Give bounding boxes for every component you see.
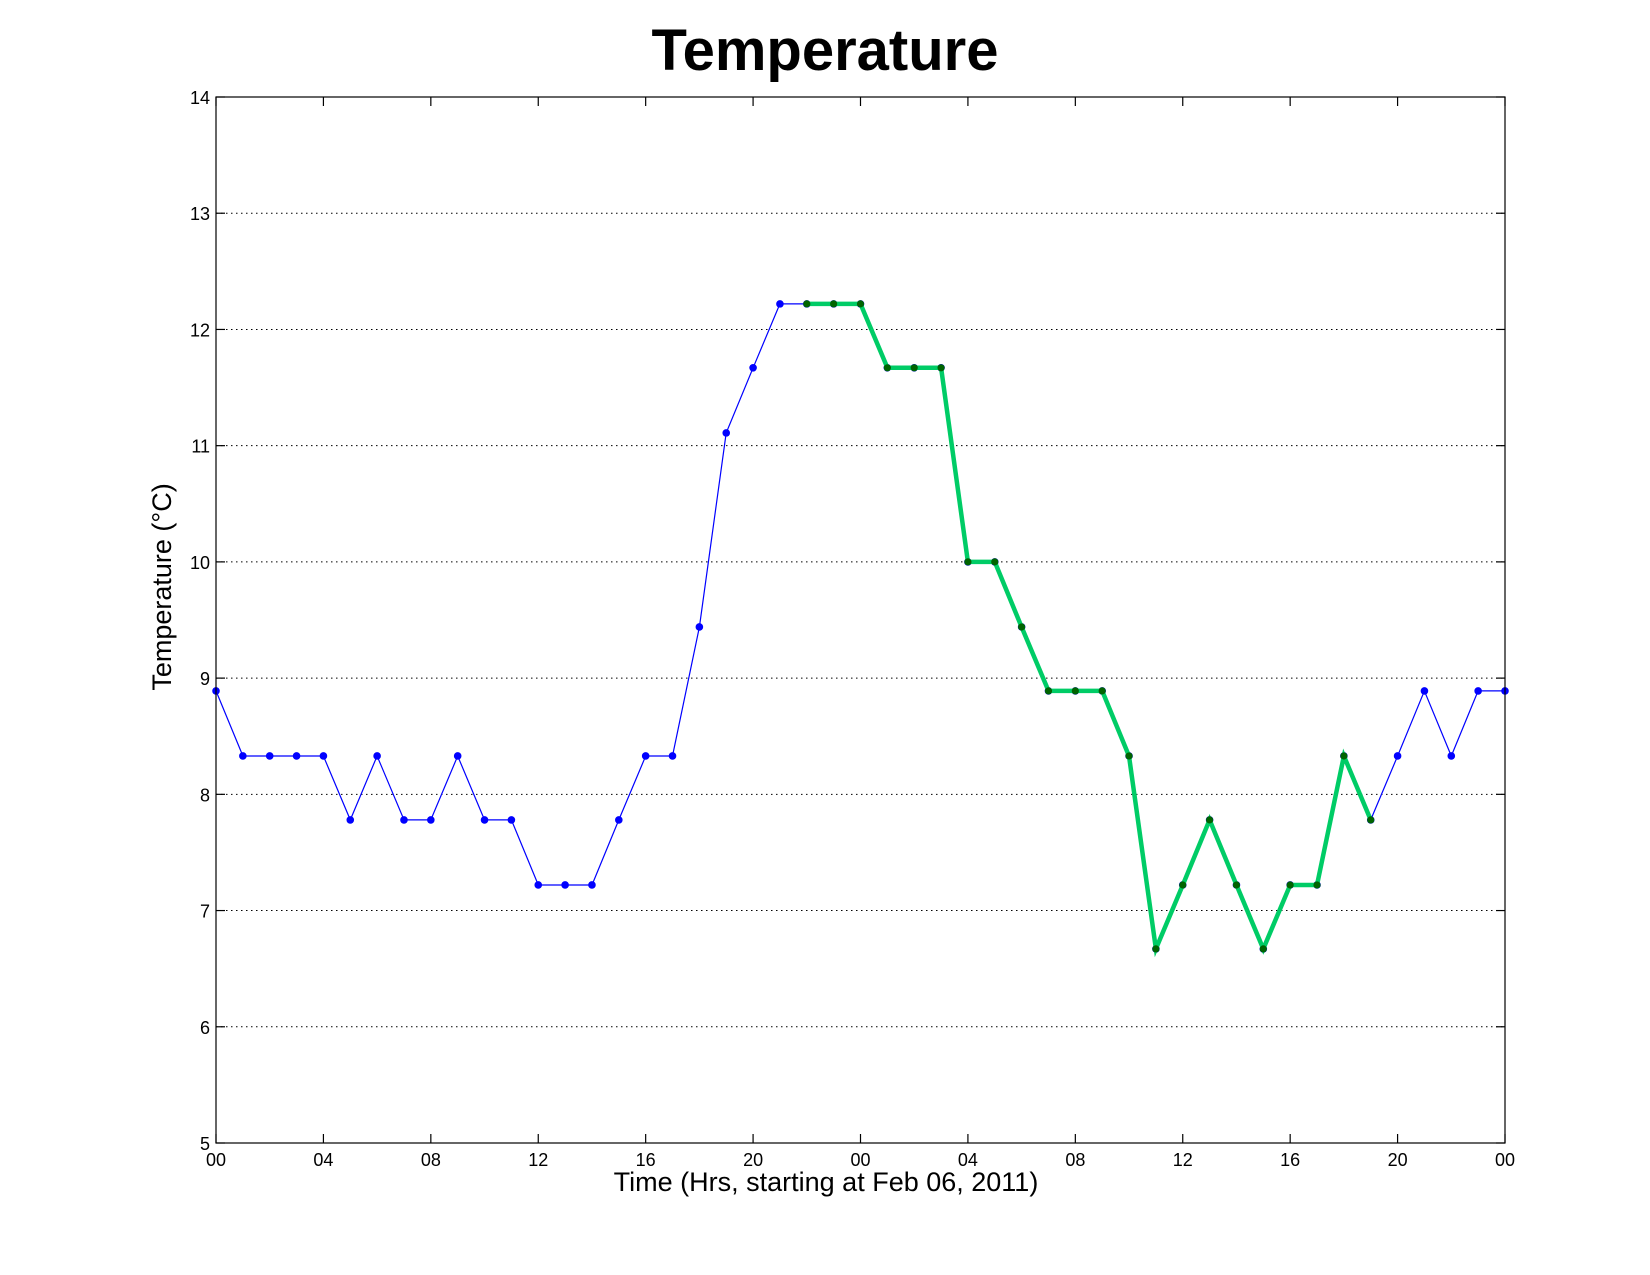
data-point (373, 752, 381, 760)
highlight-data-point (1232, 881, 1241, 889)
highlight-data-point (910, 364, 918, 372)
highlight-data-point (883, 364, 891, 372)
x-tick-label: 12 (1173, 1150, 1193, 1170)
x-tick-label: 20 (1388, 1150, 1408, 1170)
x-tick-label: 00 (850, 1150, 870, 1170)
x-tick-label: 00 (1495, 1150, 1515, 1170)
highlight-data-point (1152, 945, 1160, 953)
highlight-data-point (1018, 623, 1026, 631)
highlight-data-point (1313, 881, 1321, 889)
data-point (776, 300, 784, 308)
highlight-series-line (806, 301, 1373, 958)
data-point (346, 816, 355, 824)
data-point (1420, 687, 1429, 695)
highlight-data-point (803, 300, 811, 308)
data-point (400, 816, 408, 824)
y-tick-label: 6 (200, 1018, 210, 1038)
highlight-data-point (1125, 752, 1133, 760)
y-tick-label: 11 (191, 437, 210, 457)
highlight-data-point (1044, 687, 1053, 695)
data-point (1447, 752, 1456, 760)
highlight-data-point (1286, 881, 1294, 889)
axes: 5 6 7 8 9 10 11 12 13 14 00 04 08 12 16 20 00 04 08 12 16 20 0… (190, 88, 1515, 1170)
x-tick-label: 12 (528, 1150, 548, 1170)
x-tick-label: 04 (313, 1150, 333, 1170)
y-tick-label: 13 (190, 204, 210, 224)
data-point (319, 752, 328, 760)
data-point (641, 752, 650, 760)
highlight-data-point (1179, 881, 1187, 889)
x-axis-label: Time (Hrs, starting at Feb 06, 2011) (614, 1167, 1039, 1197)
y-tick-label: 9 (200, 669, 210, 689)
highlight-data-point (856, 300, 865, 308)
data-point (615, 816, 623, 824)
temperature-series-line (215, 303, 1505, 952)
x-tick-label: 00 (206, 1150, 226, 1170)
data-point (292, 752, 301, 760)
highlight-data-point (1367, 816, 1375, 824)
x-tick-label: 16 (636, 1150, 656, 1170)
data-point (507, 816, 516, 824)
x-tick-label: 08 (1065, 1150, 1085, 1170)
x-tick-label: 04 (958, 1150, 978, 1170)
data-point (749, 363, 757, 372)
data-point (588, 881, 596, 889)
data-point (427, 816, 435, 824)
data-point (668, 752, 677, 760)
highlight-data-point (991, 558, 999, 566)
chart-title: Temperature (651, 18, 998, 83)
y-tick-label: 7 (200, 902, 210, 922)
y-tick-label: 8 (200, 785, 210, 805)
data-point (561, 881, 569, 889)
data-point (480, 816, 489, 824)
plot-frame (215, 96, 1506, 1144)
data-point (722, 429, 731, 437)
y-tick-label: 10 (190, 553, 210, 573)
data-point (534, 881, 543, 889)
highlight-data-point (830, 300, 838, 308)
x-tick-label: 08 (421, 1150, 441, 1170)
data-point (453, 752, 462, 760)
highlight-data-point (1259, 945, 1267, 953)
data-point (1474, 687, 1482, 695)
grid-lines (216, 212, 1505, 1028)
highlight-data-point (1206, 816, 1214, 824)
data-point (239, 752, 247, 760)
data-point (265, 752, 274, 760)
series-layer (212, 300, 1509, 958)
highlight-data-point (1098, 687, 1106, 695)
y-tick-label: 14 (190, 88, 210, 108)
highlight-data-point (964, 558, 972, 566)
y-tick-label: 12 (190, 320, 210, 340)
x-tick-label: 16 (1280, 1150, 1300, 1170)
y-axis-label: Temperature (°C) (147, 483, 177, 690)
highlight-data-point (1071, 687, 1079, 695)
highlight-data-point (937, 364, 945, 372)
x-tick-label: 20 (743, 1150, 763, 1170)
data-point (695, 623, 704, 631)
y-tick-label: 5 (200, 1134, 210, 1154)
data-point (1393, 752, 1402, 760)
highlight-data-point (1340, 752, 1348, 760)
